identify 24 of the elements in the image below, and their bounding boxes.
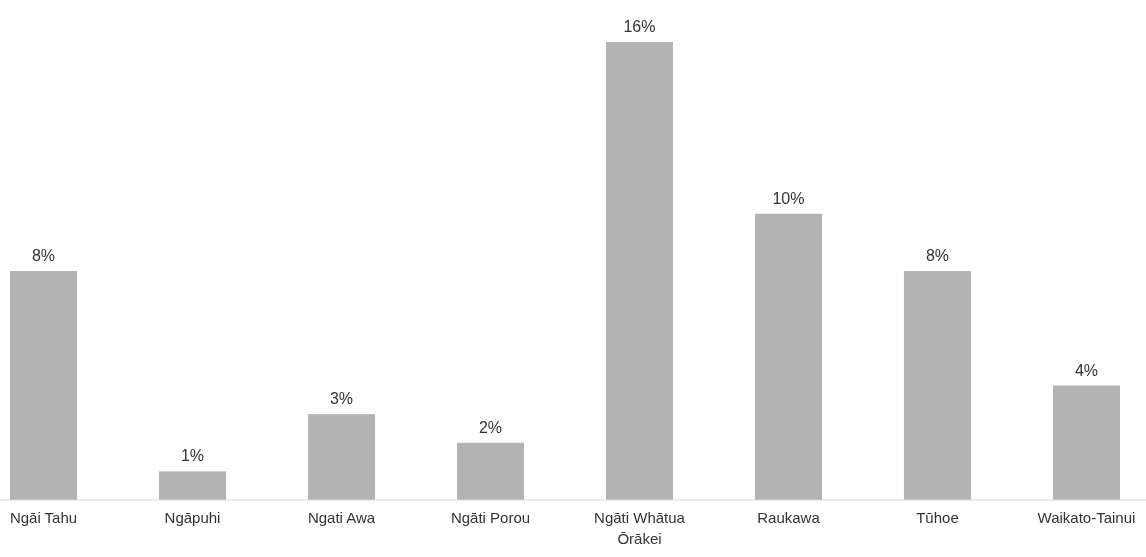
x-tick-label: Ngati Awa — [307, 509, 376, 526]
data-label: 1% — [180, 447, 205, 465]
x-tick-label: Ngāi Tahu — [9, 509, 78, 526]
data-label: 3% — [329, 390, 354, 408]
x-tick-label: Ngāpuhi — [164, 509, 221, 526]
data-label: 8% — [31, 247, 56, 264]
bar — [1052, 385, 1120, 500]
x-tick-label: Tūhoe — [916, 509, 959, 526]
data-label: 16% — [623, 18, 656, 35]
x-tick-label: Ngāti Porou — [450, 509, 531, 526]
data-label: 8% — [925, 247, 950, 264]
data-label: 2% — [478, 418, 503, 436]
bar — [754, 213, 823, 500]
x-tick-label: Waikato-Tainui — [1037, 509, 1136, 526]
bar — [456, 442, 525, 500]
bar — [158, 471, 227, 500]
bar — [605, 42, 674, 500]
bar — [10, 271, 78, 500]
x-tick-label: Raukawa — [757, 509, 821, 526]
x-tick-label: Ngāti Whātua Ōrākei — [594, 509, 686, 547]
data-label: 4% — [1074, 361, 1099, 379]
bar — [903, 271, 972, 500]
bar — [307, 414, 376, 500]
data-label: 10% — [772, 189, 805, 207]
